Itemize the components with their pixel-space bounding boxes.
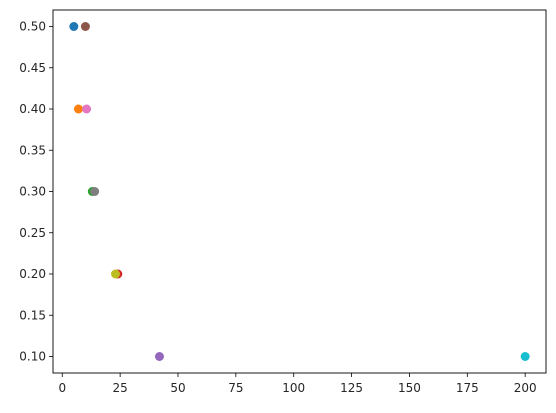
y-tick-label: 0.50 (19, 20, 46, 34)
x-tick-label: 50 (170, 381, 185, 395)
x-tick-label: 175 (456, 381, 479, 395)
y-tick-label: 0.10 (19, 350, 46, 364)
x-tick-label: 150 (398, 381, 421, 395)
scatter-point (82, 104, 92, 114)
scatter-point (90, 187, 100, 196)
x-axis-ticks: 0 25 50 75 100 125 150 175 200 (58, 373, 537, 395)
y-tick-label: 0.20 (19, 267, 46, 281)
y-tick-label: 0.25 (19, 226, 46, 240)
y-tick-label: 0.40 (19, 102, 46, 116)
x-tick-label: 0 (58, 381, 66, 395)
y-tick-label: 0.35 (19, 143, 46, 157)
scatter-point (520, 352, 530, 361)
plot-frame (52, 9, 547, 374)
scatter-point (154, 352, 164, 361)
y-tick-label: 0.15 (19, 308, 46, 322)
scatter-points (69, 22, 530, 361)
x-tick-label: 200 (514, 381, 537, 395)
scatter-point (69, 22, 79, 31)
y-tick-label: 0.30 (19, 185, 46, 199)
scatter-point (73, 104, 83, 114)
y-axis-ticks: 0.10 0.15 0.20 0.25 0.30 0.35 0.40 0.45 0.50 (19, 20, 53, 364)
x-tick-label: 25 (112, 381, 127, 395)
scatter-point (80, 22, 90, 31)
scatter-point (110, 269, 120, 279)
y-tick-label: 0.45 (19, 61, 46, 75)
x-tick-label: 75 (228, 381, 243, 395)
x-tick-label: 100 (282, 381, 305, 395)
x-tick-label: 125 (340, 381, 363, 395)
